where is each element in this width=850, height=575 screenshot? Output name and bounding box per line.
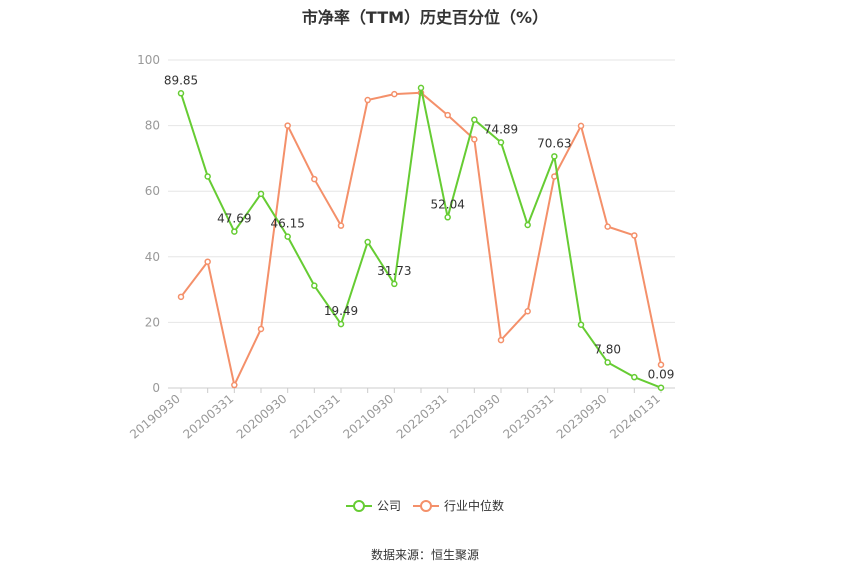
data-point	[471, 116, 478, 123]
x-tick-label: 20230930	[554, 392, 610, 442]
y-tick-label: 0	[152, 381, 160, 395]
data-point	[444, 111, 451, 119]
x-tick-label: 20210930	[340, 392, 396, 442]
data-label: 74.89	[484, 122, 518, 136]
data-point	[604, 359, 611, 366]
data-point	[631, 373, 638, 381]
data-point	[177, 293, 185, 301]
data-label: 46.15	[270, 217, 304, 231]
legend-label: 行业中位数	[444, 499, 505, 513]
data-point	[417, 84, 425, 92]
legend-item[interactable]: 公司	[345, 497, 401, 514]
data-point	[631, 232, 638, 239]
data-label: 19.49	[324, 304, 358, 318]
chart-title: 市净率（TTM）历史百分位（%）	[301, 8, 549, 27]
data-label: 7.80	[594, 342, 621, 356]
data-label: 52.04	[430, 197, 464, 211]
x-tick-label: 20190930	[127, 392, 183, 442]
data-point	[311, 175, 318, 183]
data-label: 89.85	[164, 73, 198, 87]
data-label: 0.09	[648, 368, 675, 382]
x-tick-label: 20220331	[394, 392, 450, 442]
data-point	[337, 222, 345, 229]
data-point	[604, 223, 611, 230]
source-note: 数据来源：恒生聚源	[370, 548, 479, 562]
data-point	[284, 122, 291, 129]
legend-item[interactable]: 行业中位数	[413, 497, 504, 514]
series-line-0	[180, 86, 662, 389]
data-point	[204, 258, 211, 265]
data-point	[231, 228, 238, 235]
data-point	[231, 381, 238, 389]
data-point	[257, 190, 265, 198]
y-tick-label: 20	[145, 315, 160, 329]
x-tick-label: 20240131	[607, 392, 663, 442]
data-point	[364, 238, 371, 246]
data-point	[577, 122, 585, 130]
data-point	[204, 173, 211, 180]
data-point	[657, 361, 665, 368]
series-line-1	[180, 91, 662, 387]
data-point	[311, 282, 318, 289]
data-point	[257, 325, 265, 333]
legend-label: 公司	[376, 499, 401, 513]
data-point	[364, 96, 371, 104]
y-tick-label: 100	[137, 53, 160, 67]
data-point	[551, 153, 558, 160]
data-point	[337, 320, 345, 328]
x-tick-label: 20210331	[287, 392, 343, 442]
data-point	[391, 90, 398, 98]
y-tick-label: 60	[145, 184, 160, 198]
data-label: 31.73	[377, 264, 411, 278]
x-tick-label: 20230331	[500, 392, 556, 442]
x-tick-label: 20220930	[447, 392, 503, 442]
legend: 公司 行业中位数	[0, 497, 850, 516]
data-point	[497, 139, 505, 146]
y-tick-label: 80	[145, 119, 160, 133]
data-point	[524, 307, 531, 315]
data-point	[391, 280, 398, 288]
data-label: 70.63	[537, 136, 571, 150]
data-point	[524, 221, 531, 229]
legend-swatch	[345, 499, 372, 513]
x-tick-label: 20200331	[180, 392, 236, 442]
x-tick-label: 20200930	[234, 392, 290, 442]
data-point	[284, 233, 291, 240]
data-point	[577, 321, 585, 328]
data-label: 47.69	[217, 212, 251, 226]
data-point	[657, 384, 665, 391]
legend-swatch	[413, 499, 439, 513]
data-point	[497, 336, 505, 344]
data-point	[177, 90, 185, 97]
data-point	[444, 214, 451, 221]
data-point	[471, 136, 478, 143]
y-tick-label: 40	[145, 250, 160, 264]
data-point	[551, 173, 558, 180]
